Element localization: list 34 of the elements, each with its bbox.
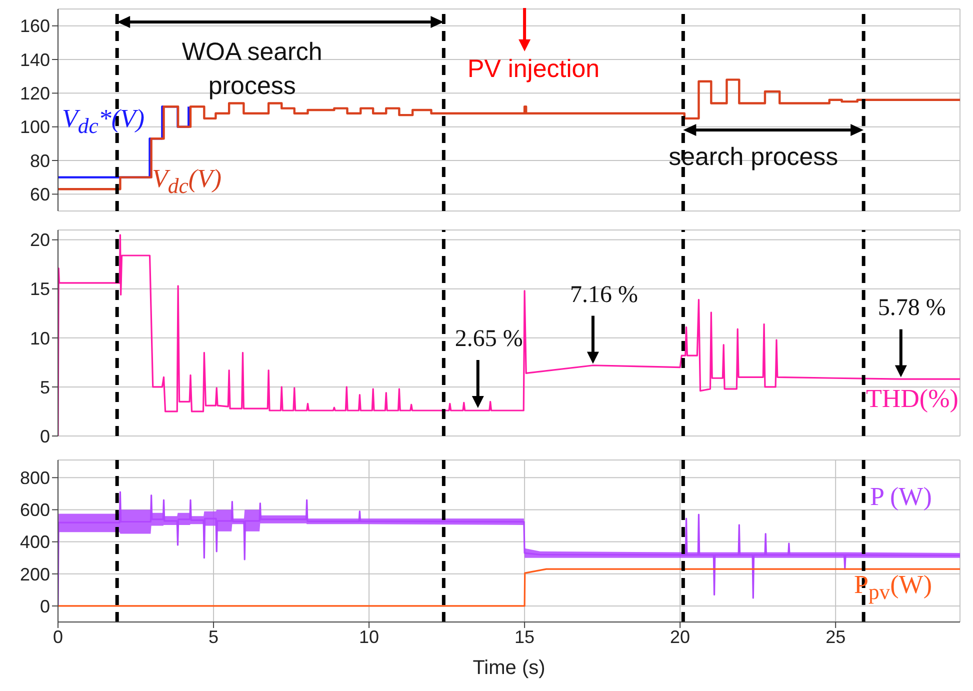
y-tick-label: 80 <box>30 150 50 171</box>
y-tick-label: 100 <box>20 117 50 138</box>
series-label: P$_{pv}$(W) <box>854 570 932 606</box>
y-tick-label: 160 <box>20 16 50 36</box>
y-tick-label: 10 <box>30 328 50 348</box>
annotation: PV injection <box>466 55 601 84</box>
x-tick-label: 10 <box>359 626 380 647</box>
y-tick-label: 600 <box>20 500 50 520</box>
annotation: search process <box>668 142 840 173</box>
annotation: 2.65 % <box>454 326 524 353</box>
annotation: WOA search process <box>180 37 324 102</box>
x-tick-label: 5 <box>208 626 219 647</box>
x-tick-label: 25 <box>826 626 846 647</box>
series-label: V$_{dc}$(V) <box>152 164 222 200</box>
x-axis-title: Time (s) <box>472 657 546 679</box>
series-label: P (W) <box>870 482 932 512</box>
y-tick-label: 15 <box>30 279 50 300</box>
x-tick-label: 15 <box>514 626 535 647</box>
y-tick-label: 5 <box>40 377 50 398</box>
y-tick-label: 0 <box>40 596 50 616</box>
annotation: 5.78 % <box>876 295 947 322</box>
x-tick-label: 0 <box>52 626 64 647</box>
y-tick-label: 800 <box>20 468 50 488</box>
y-tick-label: 140 <box>20 50 50 70</box>
series-label: THD(%) <box>866 384 958 414</box>
y-tick-label: 400 <box>20 532 50 552</box>
series-label: V$_{dc}$*(V) <box>62 104 145 140</box>
annotation: 7.16 % <box>568 282 639 309</box>
y-tick-label: 200 <box>20 564 50 584</box>
x-tick-label: 20 <box>670 626 690 647</box>
y-tick-label: 120 <box>20 84 50 104</box>
y-tick-label: 0 <box>40 426 50 446</box>
y-tick-label: 60 <box>30 184 50 205</box>
y-tick-label: 20 <box>30 230 50 250</box>
